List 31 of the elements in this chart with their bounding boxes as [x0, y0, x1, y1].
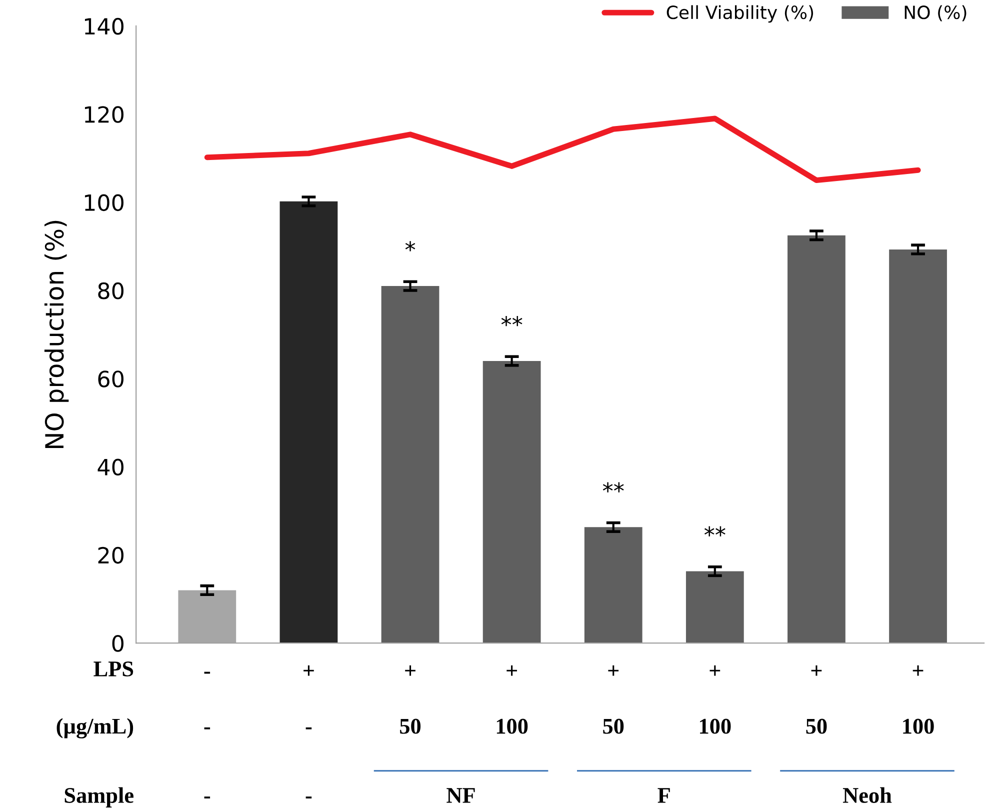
data-label: * [405, 241, 416, 252]
category-label: + 50 [400, 665, 421, 734]
category-label: + 50 [603, 665, 624, 734]
text: Neoh [842, 787, 892, 803]
category-label: + - [304, 665, 314, 730]
y-tick-label: 20 [98, 546, 124, 564]
y-tick-label: 140 [84, 18, 124, 35]
legend-label: NO (%) [904, 5, 966, 22]
text: F [658, 788, 670, 803]
legend-label: Cell Viability (%) [666, 5, 814, 23]
text: LPS [94, 662, 134, 676]
y-tick-label: 100 [84, 194, 124, 212]
category-label: + 50 [806, 665, 827, 734]
data-label: ** [704, 526, 726, 536]
y-tick-label: 60 [98, 370, 124, 388]
text: Sample [64, 787, 134, 808]
text: (µg/mL) [56, 718, 134, 738]
category-label: + 100 [903, 665, 934, 734]
data-label: ** [501, 316, 522, 326]
text: - [204, 796, 210, 798]
data-label: ** [602, 482, 624, 492]
category-label: - - [204, 672, 210, 730]
text: - [306, 796, 312, 798]
category-label: + 100 [700, 665, 731, 734]
y-tick-label: 80 [98, 282, 124, 300]
y-axis-title: NO production (%) [44, 220, 69, 448]
text: NF [446, 788, 475, 803]
y-tick-label: 40 [98, 458, 124, 476]
category-label: + 100 [496, 665, 528, 734]
y-tick-label: 120 [84, 106, 124, 123]
y-tick-label: 0 [112, 635, 124, 652]
